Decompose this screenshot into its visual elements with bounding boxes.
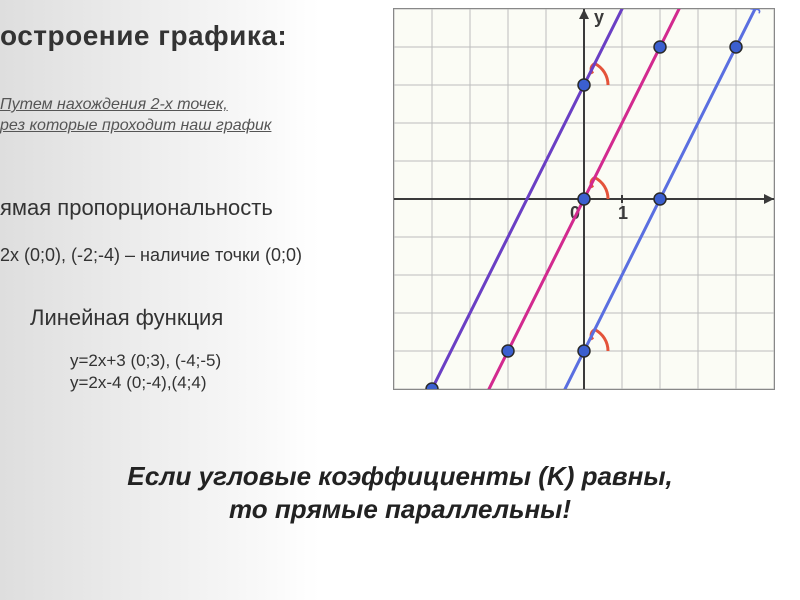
equation-line: 2x (0;0), (-2;-4) – наличие точки (0;0) xyxy=(0,245,302,266)
subtitle: Путем нахождения 2-х точек, рез которые … xyxy=(0,95,271,137)
conclusion-text: Если угловые коэффициенты (K) равны, то … xyxy=(0,460,800,525)
page-title: остроение графика: xyxy=(0,20,287,52)
svg-text:1: 1 xyxy=(618,203,628,223)
subtitle-line: Путем нахождения 2-х точек, xyxy=(0,95,271,116)
linear-functions-chart: 01yy=2x-4 xyxy=(393,8,775,390)
equation-line: y=2x+3 (0;3), (-4;-5) xyxy=(70,350,221,372)
section-prop-title: ямая пропорциональность xyxy=(0,195,273,221)
conclusion-line: Если угловые коэффициенты (K) равны, xyxy=(127,461,673,491)
section-linear-title: Линейная функция xyxy=(30,305,223,331)
equation-block: y=2x+3 (0;3), (-4;-5) y=2x-4 (0;-4),(4;4… xyxy=(70,350,221,394)
equation-line: y=2x-4 (0;-4),(4;4) xyxy=(70,372,221,394)
conclusion-line: то прямые параллельны! xyxy=(229,494,571,524)
svg-text:y: y xyxy=(594,9,604,27)
subtitle-line: рез которые проходит наш график xyxy=(0,116,271,137)
